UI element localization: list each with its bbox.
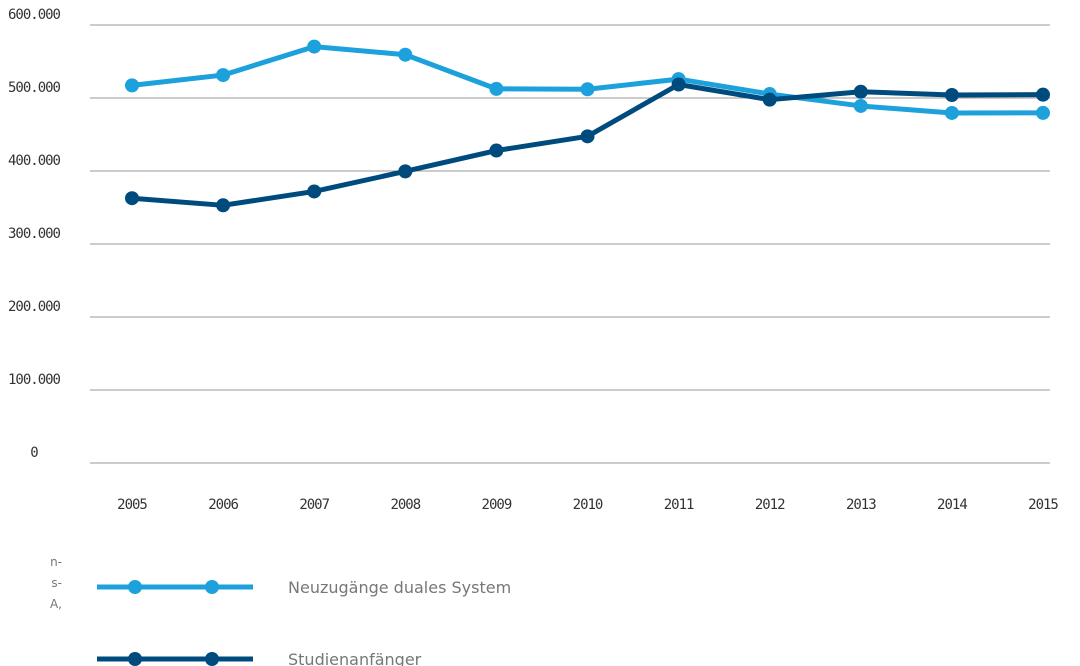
x-tick-label-2011: 2011 — [664, 497, 694, 513]
y-axis-ticks: 0 100.000 200.000 300.000 400.000 500.000 600.… — [8, 7, 62, 461]
y-tick-label-4: 400.000 — [8, 153, 61, 169]
series-1-point-2010 — [580, 82, 595, 97]
series-2-point-2014 — [944, 88, 959, 103]
series-1-point-2009 — [489, 81, 504, 96]
series-2-point-2007 — [307, 184, 322, 199]
series-1-point-2005 — [125, 78, 139, 93]
series-2-point-2005 — [125, 191, 139, 206]
y-tick-label-0: 0 — [30, 445, 38, 461]
x-tick-label-2006: 2006 — [208, 497, 238, 513]
side-note-fragment-3: A, — [50, 597, 62, 611]
x-tick-label-2009: 2009 — [482, 497, 512, 513]
series-1-line — [129, 44, 1046, 116]
legend-label-1: Neuzugänge duales System — [288, 578, 511, 597]
series-2-line — [129, 81, 1046, 208]
series-2-point-2011 — [671, 77, 686, 92]
x-axis-ticks: 2005 2006 2007 2008 2009 2010 2011 2012 2013 2014… — [117, 497, 1059, 513]
x-tick-label-2008: 2008 — [390, 497, 420, 513]
side-note-fragment-1: n- — [50, 555, 62, 569]
legend: Neuzugänge duales System Studienanfänger — [97, 578, 511, 666]
side-note-fragments: n- s- A, — [50, 555, 62, 611]
legend-swatch-marker-2b — [205, 652, 219, 666]
y-tick-label-6: 600.000 — [8, 7, 61, 23]
legend-swatch-marker-1a — [128, 580, 142, 594]
series-1-point-2014 — [944, 105, 959, 120]
x-tick-label-2015: 2015 — [1028, 497, 1058, 513]
legend-swatch-marker-1b — [205, 580, 219, 594]
gridlines — [90, 24, 1050, 464]
x-tick-label-2010: 2010 — [573, 497, 603, 513]
series-2-point-2009 — [489, 143, 504, 158]
x-tick-label-2005: 2005 — [117, 497, 147, 513]
x-tick-label-2014: 2014 — [937, 497, 967, 513]
series-1-point-2013 — [853, 98, 868, 113]
x-tick-label-2012: 2012 — [755, 497, 785, 513]
x-tick-label-2007: 2007 — [299, 497, 329, 513]
series-2-point-2008 — [398, 164, 413, 179]
legend-swatch-marker-2a — [128, 652, 142, 666]
series-2-point-2015 — [1036, 87, 1050, 102]
series-1-point-2006 — [216, 68, 231, 83]
series-2-point-2006 — [216, 198, 231, 213]
legend-item-2: Studienanfänger — [97, 650, 422, 666]
series-1-point-2015 — [1036, 105, 1050, 120]
series-1 — [125, 39, 1050, 120]
y-tick-label-3: 300.000 — [8, 226, 61, 242]
x-tick-label-2013: 2013 — [846, 497, 876, 513]
y-tick-label-1: 100.000 — [8, 372, 61, 388]
series-2 — [125, 77, 1050, 213]
series-1-point-2007 — [307, 39, 322, 54]
y-tick-label-2: 200.000 — [8, 299, 61, 315]
series-2-point-2010 — [580, 129, 595, 144]
legend-label-2: Studienanfänger — [288, 650, 422, 666]
series-2-point-2012 — [762, 92, 777, 107]
series-2-point-2013 — [853, 84, 868, 99]
series-1-point-2008 — [398, 47, 413, 62]
y-tick-label-5: 500.000 — [8, 80, 61, 96]
series-layer — [125, 39, 1050, 213]
legend-item-1: Neuzugänge duales System — [97, 578, 511, 597]
side-note-fragment-2: s- — [51, 576, 62, 590]
